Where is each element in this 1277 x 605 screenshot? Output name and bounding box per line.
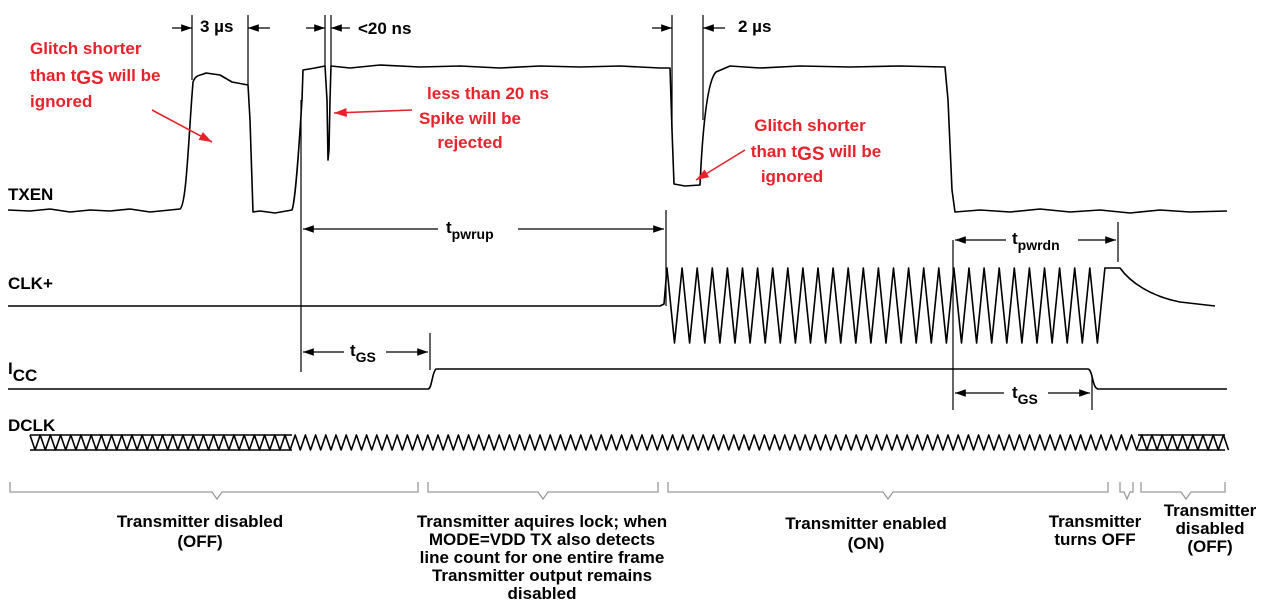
txen-waveform	[7, 64, 1228, 214]
svg-text:than tGS will be: than tGS will be	[751, 142, 881, 165]
phase-caption-3: Transmitter enabled (ON)	[785, 514, 947, 553]
svg-text:Glitch shorter: Glitch shorter	[30, 39, 142, 58]
svg-text:Transmitter disabled: Transmitter disabled	[117, 512, 283, 531]
phase-caption-4: Transmitter turns OFF	[1049, 512, 1142, 549]
glitch1-pointer-arrow	[151, 109, 213, 143]
svg-text:(OFF): (OFF)	[177, 532, 222, 551]
txen-label: TXEN	[8, 185, 53, 204]
svg-text:ignored: ignored	[30, 92, 92, 111]
t20ns-label: <20 ns	[358, 19, 411, 38]
clk-label: CLK+	[8, 274, 53, 293]
svg-text:Transmitter: Transmitter	[1164, 501, 1257, 520]
svg-text:(ON): (ON)	[848, 534, 885, 553]
phase-brace-3	[667, 482, 1109, 501]
icc-label: ICC	[8, 359, 37, 385]
clk-waveform	[8, 267, 1216, 344]
svg-text:ignored: ignored	[761, 167, 823, 186]
phase-brace-2	[427, 482, 659, 501]
spike-pointer-arrow	[333, 108, 413, 117]
phase-brace-1	[9, 482, 419, 501]
glitch2-pointer-arrow	[695, 149, 746, 181]
tpwrup-label: tpwrup	[446, 218, 494, 242]
glitch2-annotation: Glitch shorter than tGS will be ignored	[695, 116, 881, 186]
svg-text:disabled: disabled	[508, 584, 577, 603]
t3us-label: 3 µs	[200, 17, 233, 36]
t2us-label: 2 µs	[738, 17, 771, 36]
tpwrup-label-bg	[438, 214, 518, 244]
dclk-label: DCLK	[8, 416, 56, 435]
phase-brace-4	[1119, 482, 1134, 501]
svg-text:(OFF): (OFF)	[1187, 537, 1232, 556]
svg-text:Transmitter output remains: Transmitter output remains	[432, 566, 652, 585]
tpwrdn-label: tpwrdn	[1012, 229, 1060, 253]
tgs2-label-bg	[1004, 380, 1048, 410]
svg-text:disabled: disabled	[1176, 519, 1245, 538]
spike-annotation: less than 20 ns Spike will be rejected	[333, 84, 549, 152]
svg-text:Transmitter aquires lock; when: Transmitter aquires lock; when	[417, 512, 667, 531]
glitch1-annotation: Glitch shorter than tGS will be ignored	[30, 39, 213, 143]
phase-caption-5: Transmitter disabled (OFF)	[1164, 501, 1257, 556]
svg-text:Glitch shorter: Glitch shorter	[754, 116, 866, 135]
svg-text:MODE=VDD TX also detects: MODE=VDD TX also detects	[429, 530, 655, 549]
tgs2-label: tGS	[1012, 383, 1038, 407]
tpwrdn-label-bg	[1006, 226, 1078, 256]
svg-text:than tGS will be: than tGS will be	[30, 66, 160, 89]
svg-text:line count for one entire fram: line count for one entire frame	[420, 548, 665, 567]
dclk-waveform	[29, 434, 1230, 451]
svg-text:turns OFF: turns OFF	[1054, 530, 1135, 549]
tgs1-label-bg	[344, 338, 386, 368]
svg-text:Transmitter: Transmitter	[1049, 512, 1142, 531]
svg-text:Transmitter enabled: Transmitter enabled	[785, 514, 947, 533]
svg-text:less than 20 ns: less than 20 ns	[427, 84, 549, 103]
phase-caption-2: Transmitter aquires lock; when MODE=VDD …	[417, 512, 667, 603]
dclk-disabled-hatch	[30, 434, 1225, 451]
icc-waveform	[8, 368, 1227, 390]
tgs1-label: tGS	[350, 341, 376, 365]
svg-text:Spike will be: Spike will be	[419, 109, 521, 128]
phase-caption-1: Transmitter disabled (OFF)	[117, 512, 283, 551]
phase-brace-5	[1140, 482, 1226, 501]
svg-text:rejected: rejected	[437, 133, 502, 152]
